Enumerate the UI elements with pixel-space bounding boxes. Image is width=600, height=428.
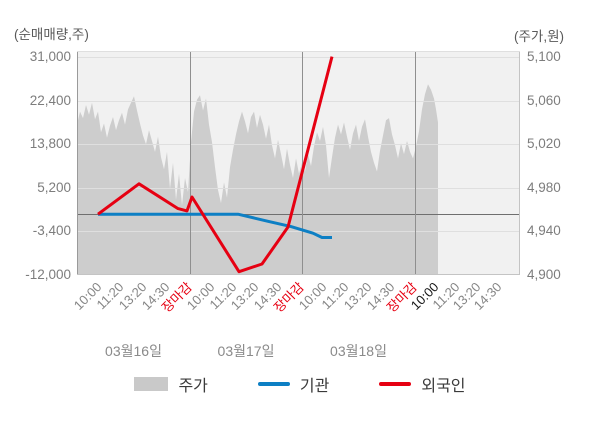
left-axis-tick: 13,800 <box>29 136 71 152</box>
legend-item-foreigner: 외국인 <box>379 372 466 396</box>
right-axis-tick: 5,100 <box>527 49 561 65</box>
date-label: 03월18일 <box>330 343 387 359</box>
legend-label: 주가 <box>178 378 208 395</box>
right-axis-tick: 4,940 <box>527 223 561 239</box>
right-axis-tick: 5,020 <box>527 136 561 152</box>
left-axis-title: (순매매량,주) <box>14 27 89 42</box>
left-axis-tick: 31,000 <box>29 49 71 65</box>
date-label: 03월16일 <box>105 343 162 359</box>
foreigner-line-series <box>97 56 334 274</box>
price-area-series <box>77 84 438 275</box>
legend-line-swatch-icon <box>379 382 412 386</box>
legend-label: 기관 <box>299 378 330 395</box>
left-axis-tick: -3,400 <box>32 223 71 239</box>
legend-area-swatch-icon <box>134 377 169 391</box>
legend-line-swatch-icon <box>257 382 290 386</box>
right-axis-tick: 4,900 <box>527 267 561 282</box>
right-axis-tick: 5,060 <box>527 92 561 108</box>
legend-item-price: 주가 <box>134 372 208 396</box>
legend-item-institution: 기관 <box>257 372 330 396</box>
plot-area <box>77 51 520 275</box>
institution-line-series <box>98 212 332 239</box>
chart-legend: 주가 기관 외국인 <box>0 372 600 396</box>
right-axis-title: (주가,원) <box>514 29 565 44</box>
legend-label: 외국인 <box>421 378 466 395</box>
left-axis-tick: 22,400 <box>29 92 71 108</box>
left-axis-tick: -12,000 <box>25 267 71 282</box>
left-axis-tick: 5,200 <box>37 179 71 195</box>
right-axis-tick: 4,980 <box>527 179 561 195</box>
date-label: 03월17일 <box>217 343 275 359</box>
